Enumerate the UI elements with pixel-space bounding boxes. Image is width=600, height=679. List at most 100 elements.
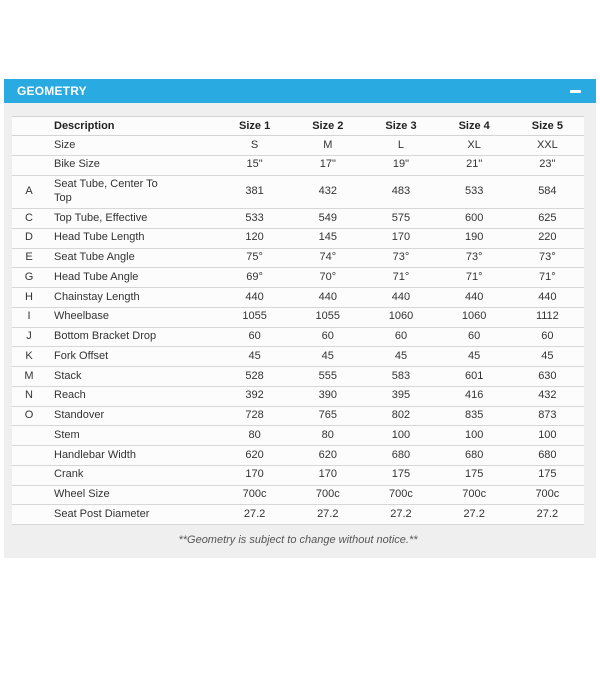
- row-value-size-5: 630: [510, 366, 584, 387]
- row-value-size-1: 1055: [218, 307, 292, 328]
- row-value-size-2: 74°: [291, 248, 365, 269]
- row-value-size-4: XL: [437, 135, 511, 156]
- row-description: Handlebar Width: [46, 445, 218, 466]
- row-value-size-4: 835: [437, 406, 511, 427]
- row-value-size-5: 100: [510, 425, 584, 446]
- row-value-size-1: 75°: [218, 248, 292, 269]
- row-value-size-5: 1112: [510, 307, 584, 328]
- header-size-5: Size 5: [510, 116, 584, 136]
- row-letter: D: [12, 228, 46, 249]
- header-letter-spacer: [12, 116, 46, 136]
- row-value-size-3: 483: [364, 175, 438, 209]
- row-value-size-3: 45: [364, 346, 438, 367]
- row-value-size-3: 575: [364, 208, 438, 229]
- row-value-size-3: 1060: [364, 307, 438, 328]
- table-row: I Wheelbase 1055 1055 1060 1060 1112: [12, 307, 584, 328]
- row-letter: K: [12, 346, 46, 367]
- row-value-size-1: 69°: [218, 267, 292, 288]
- row-value-size-1: 381: [218, 175, 292, 209]
- header-size-4: Size 4: [437, 116, 511, 136]
- row-letter: H: [12, 287, 46, 308]
- row-value-size-5: 23": [510, 155, 584, 176]
- table-row: Seat Post Diameter 27.2 27.2 27.2 27.2 27.2: [12, 504, 584, 525]
- row-value-size-2: 17": [291, 155, 365, 176]
- row-value-size-2: 549: [291, 208, 365, 229]
- row-letter: [12, 465, 46, 486]
- table-row: Bike Size 15" 17" 19" 21" 23": [12, 155, 584, 176]
- row-value-size-1: 170: [218, 465, 292, 486]
- row-letter: J: [12, 327, 46, 348]
- row-value-size-2: 555: [291, 366, 365, 387]
- row-value-size-4: 700c: [437, 485, 511, 506]
- minus-glyph: [569, 89, 581, 93]
- row-value-size-3: 175: [364, 465, 438, 486]
- accordion-header[interactable]: GEOMETRY: [4, 79, 596, 103]
- row-value-size-3: 60: [364, 327, 438, 348]
- row-value-size-4: 601: [437, 366, 511, 387]
- geometry-footnote: **Geometry is subject to change without …: [178, 534, 418, 546]
- row-value-size-5: 873: [510, 406, 584, 427]
- table-row: J Bottom Bracket Drop 60 60 60 60 60: [12, 327, 584, 348]
- accordion-title: GEOMETRY: [17, 84, 87, 98]
- row-description: Head Tube Length: [46, 228, 218, 249]
- row-value-size-2: 390: [291, 386, 365, 407]
- row-value-size-4: 190: [437, 228, 511, 249]
- collapse-minus-icon[interactable]: [567, 83, 583, 99]
- row-value-size-3: 73°: [364, 248, 438, 269]
- row-description: Seat Tube, Center To Top: [46, 175, 218, 209]
- row-value-size-2: 440: [291, 287, 365, 308]
- row-value-size-1: 15": [218, 155, 292, 176]
- row-description: Seat Post Diameter: [46, 504, 218, 525]
- row-letter: M: [12, 366, 46, 387]
- table-row: Stem 80 80 100 100 100: [12, 425, 584, 446]
- row-description: Crank: [46, 465, 218, 486]
- row-value-size-1: 528: [218, 366, 292, 387]
- table-row: H Chainstay Length 440 440 440 440 440: [12, 287, 584, 308]
- table-row: C Top Tube, Effective 533 549 575 600 625: [12, 208, 584, 229]
- row-value-size-2: 27.2: [291, 504, 365, 525]
- row-value-size-4: 175: [437, 465, 511, 486]
- row-description: Stack: [46, 366, 218, 387]
- row-description: Bike Size: [46, 155, 218, 176]
- table-row: M Stack 528 555 583 601 630: [12, 366, 584, 387]
- table-row: O Standover 728 765 802 835 873: [12, 406, 584, 427]
- row-description: Standover: [46, 406, 218, 427]
- row-value-size-2: 70°: [291, 267, 365, 288]
- row-value-size-5: 680: [510, 445, 584, 466]
- row-value-size-3: 27.2: [364, 504, 438, 525]
- row-description: Size: [46, 135, 218, 156]
- row-description: Chainstay Length: [46, 287, 218, 308]
- row-value-size-1: 80: [218, 425, 292, 446]
- row-value-size-5: 60: [510, 327, 584, 348]
- row-value-size-3: 440: [364, 287, 438, 308]
- row-value-size-2: 700c: [291, 485, 365, 506]
- row-value-size-5: 700c: [510, 485, 584, 506]
- row-letter: C: [12, 208, 46, 229]
- row-value-size-3: L: [364, 135, 438, 156]
- row-value-size-3: 19": [364, 155, 438, 176]
- row-value-size-5: 625: [510, 208, 584, 229]
- header-size-2: Size 2: [291, 116, 365, 136]
- row-value-size-1: 620: [218, 445, 292, 466]
- row-value-size-1: 392: [218, 386, 292, 407]
- table-row: Wheel Size 700c 700c 700c 700c 700c: [12, 485, 584, 506]
- row-value-size-3: 680: [364, 445, 438, 466]
- row-value-size-2: 1055: [291, 307, 365, 328]
- row-description: Wheelbase: [46, 307, 218, 328]
- row-letter: [12, 504, 46, 525]
- table-row: K Fork Offset 45 45 45 45 45: [12, 346, 584, 367]
- table-row: A Seat Tube, Center To Top 381 432 483 533 584: [12, 175, 584, 209]
- row-value-size-4: 27.2: [437, 504, 511, 525]
- row-value-size-1: 700c: [218, 485, 292, 506]
- row-value-size-5: 584: [510, 175, 584, 209]
- row-value-size-4: 416: [437, 386, 511, 407]
- row-description: Reach: [46, 386, 218, 407]
- row-description: Stem: [46, 425, 218, 446]
- table-body: Size S M L XL XXL Bike Size 15" 17" 19" 21" 23" A Sea…: [12, 135, 584, 525]
- row-value-size-1: 728: [218, 406, 292, 427]
- row-value-size-2: 145: [291, 228, 365, 249]
- row-value-size-4: 100: [437, 425, 511, 446]
- table-row: Handlebar Width 620 620 680 680 680: [12, 445, 584, 466]
- row-value-size-3: 700c: [364, 485, 438, 506]
- row-value-size-4: 73°: [437, 248, 511, 269]
